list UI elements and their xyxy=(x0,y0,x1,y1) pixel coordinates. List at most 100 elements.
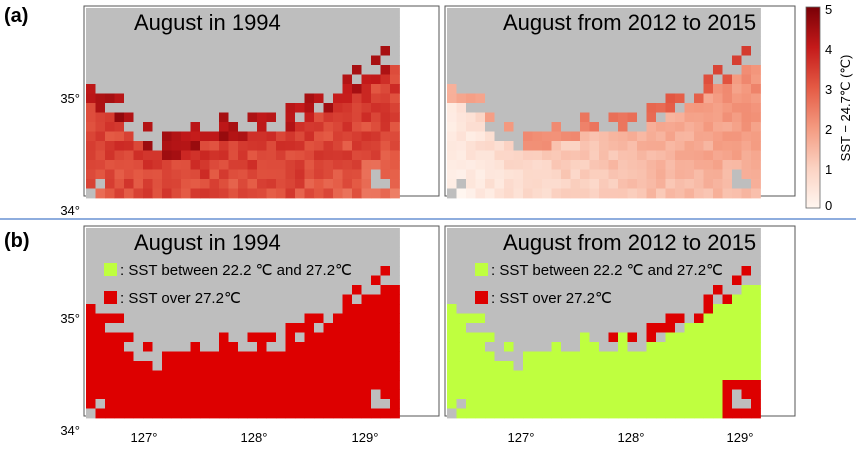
grid-cell xyxy=(181,323,191,333)
grid-cell xyxy=(532,46,543,56)
grid-cell xyxy=(637,256,647,267)
grid-cell xyxy=(152,275,163,286)
grid-cell xyxy=(285,399,296,409)
grid-cell xyxy=(722,408,733,419)
grid-cell xyxy=(599,84,609,94)
grid-cell xyxy=(304,351,315,362)
grid-cell xyxy=(494,237,505,248)
grid-cell xyxy=(741,342,752,352)
grid-cell xyxy=(361,46,372,56)
grid-cell xyxy=(646,74,657,85)
grid-cell xyxy=(390,93,400,104)
grid-cell xyxy=(162,342,172,352)
grid-cell xyxy=(333,323,343,333)
grid-cell xyxy=(361,179,372,189)
panel-title: August in 1994 xyxy=(134,230,281,255)
grid-cell xyxy=(675,131,685,142)
grid-cell xyxy=(665,8,676,18)
grid-cell xyxy=(475,332,486,343)
grid-cell xyxy=(485,389,495,400)
grid-cell xyxy=(627,408,638,419)
grid-cell xyxy=(589,8,600,18)
grid-cell xyxy=(333,46,343,56)
grid-cell xyxy=(86,370,96,381)
grid-cell xyxy=(304,266,315,276)
grid-cell xyxy=(295,228,305,238)
grid-cell xyxy=(684,122,695,132)
grid-cell xyxy=(314,313,324,324)
grid-cell xyxy=(390,122,400,132)
grid-cell xyxy=(257,389,267,400)
grid-cell xyxy=(627,266,638,276)
grid-cell xyxy=(304,84,315,94)
grid-cell xyxy=(646,399,657,409)
grid-cell xyxy=(703,74,714,85)
grid-cell xyxy=(703,313,714,324)
grid-cell xyxy=(285,169,296,180)
grid-cell xyxy=(732,122,742,132)
grid-cell xyxy=(314,389,324,400)
grid-cell xyxy=(456,188,467,199)
grid-cell xyxy=(133,84,144,94)
grid-cell xyxy=(209,361,220,371)
grid-cell xyxy=(323,323,334,333)
grid-cell xyxy=(694,247,704,257)
grid-cell xyxy=(637,351,647,362)
grid-cell xyxy=(447,370,457,381)
grid-cell xyxy=(228,361,239,371)
grid-cell xyxy=(143,380,153,390)
grid-cell xyxy=(190,27,201,37)
grid-cell xyxy=(646,370,657,381)
grid-cell xyxy=(513,361,524,371)
grid-cell xyxy=(333,150,343,161)
grid-cell xyxy=(732,179,742,189)
grid-cell xyxy=(257,323,267,333)
grid-cell xyxy=(390,342,400,352)
grid-cell xyxy=(447,169,457,180)
grid-cell xyxy=(314,275,324,286)
grid-cell xyxy=(637,65,647,75)
grid-cell xyxy=(181,361,191,371)
grid-cell xyxy=(361,112,372,123)
grid-cell xyxy=(390,150,400,161)
grid-cell xyxy=(342,103,353,113)
grid-cell xyxy=(637,399,647,409)
grid-cell xyxy=(504,228,514,238)
grid-cell xyxy=(295,304,305,314)
grid-cell xyxy=(95,399,106,409)
grid-cell xyxy=(238,74,248,85)
grid-cell xyxy=(608,351,619,362)
grid-cell xyxy=(333,141,343,151)
grid-cell xyxy=(589,399,600,409)
grid-cell xyxy=(599,36,609,47)
grid-cell xyxy=(190,55,201,66)
grid-cell xyxy=(532,285,543,295)
grid-cell xyxy=(86,275,96,286)
grid-cell xyxy=(485,380,495,390)
panel-title: August in 1994 xyxy=(134,10,281,35)
grid-cell xyxy=(618,332,628,343)
grid-cell xyxy=(665,179,676,189)
grid-cell xyxy=(665,294,676,305)
grid-cell xyxy=(162,370,172,381)
grid-cell xyxy=(589,141,600,151)
grid-cell xyxy=(342,313,353,324)
grid-cell xyxy=(200,332,210,343)
grid-cell xyxy=(257,112,267,123)
grid-cell xyxy=(713,160,723,170)
grid-cell xyxy=(532,361,543,371)
grid-cell xyxy=(608,131,619,142)
x-tick-129-right: 129° xyxy=(727,430,754,445)
grid-cell xyxy=(390,351,400,362)
grid-cell xyxy=(171,179,182,189)
grid-cell xyxy=(257,160,267,170)
grid-cell xyxy=(485,188,495,199)
grid-cell xyxy=(513,36,524,47)
grid-cell xyxy=(86,342,96,352)
grid-cell xyxy=(352,55,362,66)
grid-cell xyxy=(684,179,695,189)
grid-cell xyxy=(722,27,733,37)
grid-cell xyxy=(209,256,220,267)
grid-cell xyxy=(466,17,476,28)
grid-cell xyxy=(105,304,115,314)
